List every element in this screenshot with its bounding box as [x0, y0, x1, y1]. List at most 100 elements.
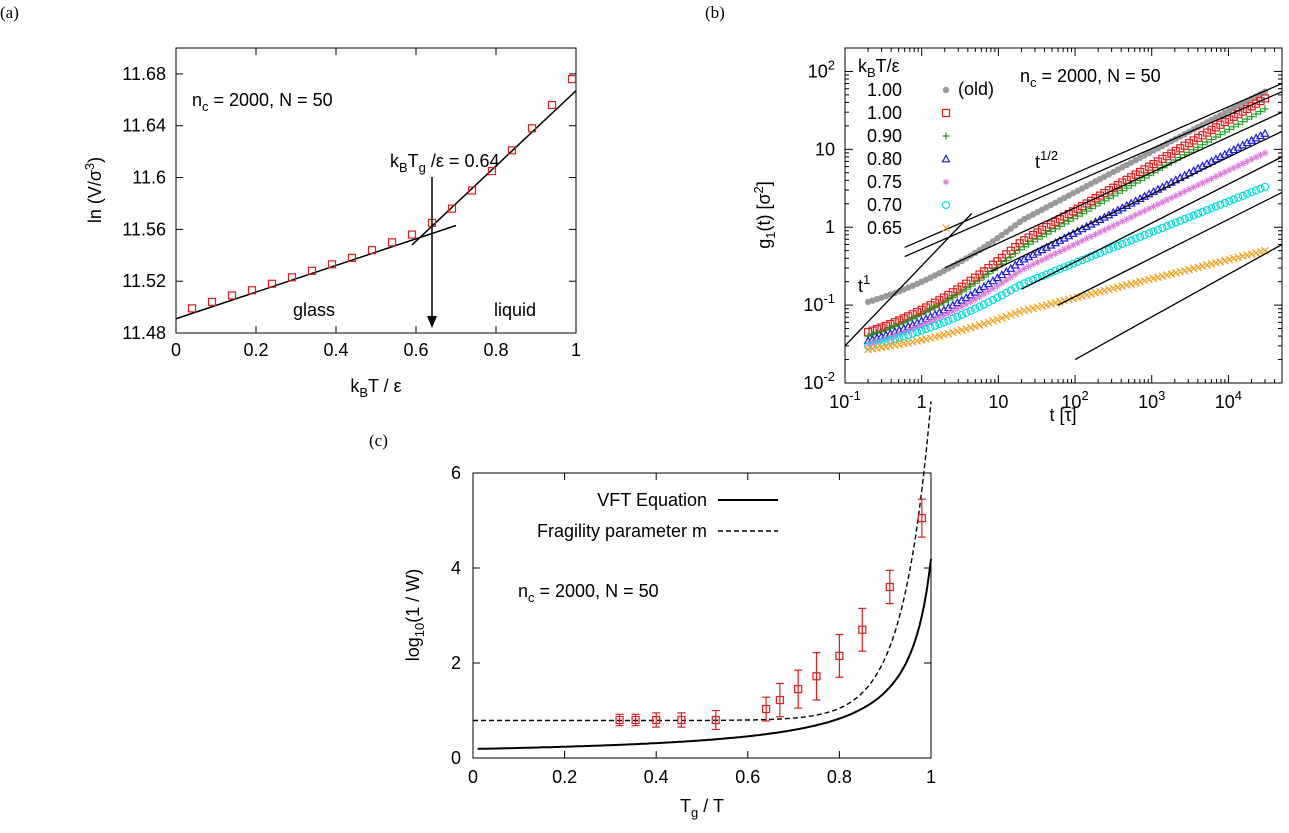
panel-b-data-point — [1087, 204, 1095, 212]
panel-b-fit-line — [1057, 191, 1283, 306]
panel-c-data-point — [711, 709, 720, 731]
panel-b-data-point — [1252, 248, 1260, 257]
panel-b-data-point — [1171, 268, 1180, 277]
panel-c-data-marker — [711, 715, 720, 725]
panel-b-data-point — [935, 331, 944, 340]
panel-a-label: (a) — [0, 3, 19, 22]
panel-b-points — [863, 88, 1270, 354]
panel-c-data-marker — [762, 704, 771, 714]
panel-b-data-point — [980, 290, 988, 298]
panel-b-legend-marker — [942, 178, 950, 186]
panel-b-data-point — [1216, 200, 1225, 209]
panel-b-data-point — [1230, 123, 1238, 131]
panel-b-data-point — [1238, 252, 1247, 261]
panel-b-data-point — [1257, 151, 1265, 159]
panel-b-data-point — [1127, 213, 1135, 221]
panel-b-x-tick-label: 104 — [1215, 388, 1242, 412]
panel-b-data-point — [1136, 167, 1145, 177]
panel-b-fit-line — [844, 213, 973, 347]
panel-b-y-tick-label: 10-1 — [803, 291, 835, 315]
panel-b-data-point — [1198, 262, 1207, 271]
panel-b-data-point — [927, 318, 935, 326]
panel-b-data-point — [921, 325, 931, 334]
panel-b-data-point — [877, 338, 886, 347]
panel-b-data-point — [1225, 197, 1234, 206]
panel-b-data-point — [1211, 123, 1221, 132]
panel-c-y-tick-label: 4 — [451, 558, 461, 578]
panel-b-data-point — [1140, 276, 1149, 285]
panel-b-data-point — [1096, 199, 1104, 207]
panel-b-data-point — [1109, 192, 1117, 200]
panel-b-data-point — [1003, 228, 1010, 236]
panel-b-fit-line — [904, 82, 1283, 249]
panel-a-data-point — [347, 253, 357, 262]
panel-b-data-point — [976, 276, 984, 284]
panel-a-data-point — [247, 286, 257, 295]
panel-c: (c) 0 0.2 0.4 0.6 0.8 1 0 2 4 6 VFT Equation Frag… — [369, 401, 936, 820]
panel-b-legend-marker — [941, 108, 951, 118]
panel-b-data-point — [940, 299, 948, 307]
panel-b-y-tick-label: 1 — [825, 217, 835, 237]
panel-b-data-point — [989, 238, 997, 245]
panel-b-data-point — [1171, 218, 1180, 227]
panel-b-data-point — [940, 312, 948, 320]
panel-b-legend-entry-label: 0.70 — [867, 195, 902, 215]
panel-b-data-point — [1180, 266, 1189, 275]
panel-c-ticks: 0 0.2 0.4 0.6 0.8 1 0 2 4 6 — [451, 463, 936, 787]
panel-b-data-point — [1154, 200, 1162, 208]
panel-b-data-point — [1167, 194, 1175, 202]
panel-b-data-point — [1113, 283, 1122, 292]
panel-b-data-point — [1194, 263, 1203, 272]
panel-a-data-point — [407, 230, 417, 239]
panel-c-x-tick-label: 0 — [468, 767, 478, 787]
panel-b-data-point — [962, 300, 970, 308]
panel-b-data-point — [1167, 149, 1176, 158]
panel-b-data-point — [966, 323, 975, 332]
panel-b-legend-entry-label: 0.80 — [867, 149, 902, 169]
panel-b-data-point — [1131, 278, 1140, 287]
panel-b-data-point — [971, 322, 980, 331]
panel-b-data-point — [886, 336, 895, 345]
panel-b-data-point — [1198, 131, 1207, 140]
panel-b-x-tick-label: 10-1 — [829, 388, 861, 412]
panel-b-legend-entry-label: 1.00 — [867, 80, 902, 100]
panel-b-series — [864, 246, 1269, 354]
panel-b-data-point — [922, 320, 930, 328]
panel-b-data-point — [962, 325, 971, 333]
panel-b-data-point — [1055, 264, 1064, 274]
panel-b-data-point — [1144, 162, 1154, 171]
panel-b-data-point — [918, 321, 926, 329]
panel-b-data-point — [909, 325, 917, 333]
panel-b-data-point — [1046, 220, 1056, 229]
panel-c-data-marker — [631, 715, 640, 725]
panel-b-data-point — [1060, 263, 1069, 272]
panel-b-data-point — [1158, 223, 1167, 233]
panel-a-data-point — [227, 291, 237, 300]
panel-b-data-point — [1261, 149, 1269, 157]
panel-c-data-marker — [812, 672, 821, 681]
panel-b-legend-marker — [942, 224, 950, 232]
panel-b-data-point — [1162, 222, 1171, 231]
panel-b-data-point — [1212, 172, 1220, 180]
panel-b-data-point — [980, 319, 988, 328]
panel-b-data-point — [1033, 303, 1042, 312]
panel-a-data-point — [467, 186, 477, 195]
panel-b-data-point — [1069, 215, 1077, 223]
panel-b-data-point — [1100, 226, 1108, 234]
panel-b-data-point — [1189, 264, 1198, 273]
panel-b-data-point — [881, 337, 891, 346]
panel-b-data-point — [1024, 233, 1033, 242]
panel-b-data-point — [1176, 216, 1185, 225]
panel-b-data-point — [1109, 222, 1117, 230]
panel-b-data-point — [899, 332, 908, 341]
panel-b-data-point — [1207, 125, 1216, 135]
panel-c-data-marker — [775, 695, 784, 705]
panel-b-data-point — [1069, 207, 1078, 216]
panel-b-data-point — [998, 231, 1006, 239]
panel-b-data-point — [997, 314, 1006, 322]
panel-b-data-point — [1060, 245, 1068, 253]
panel-b-data-point — [1122, 281, 1131, 289]
panel-b-data-point — [1064, 261, 1073, 270]
panel-b-data-point — [1123, 215, 1131, 223]
